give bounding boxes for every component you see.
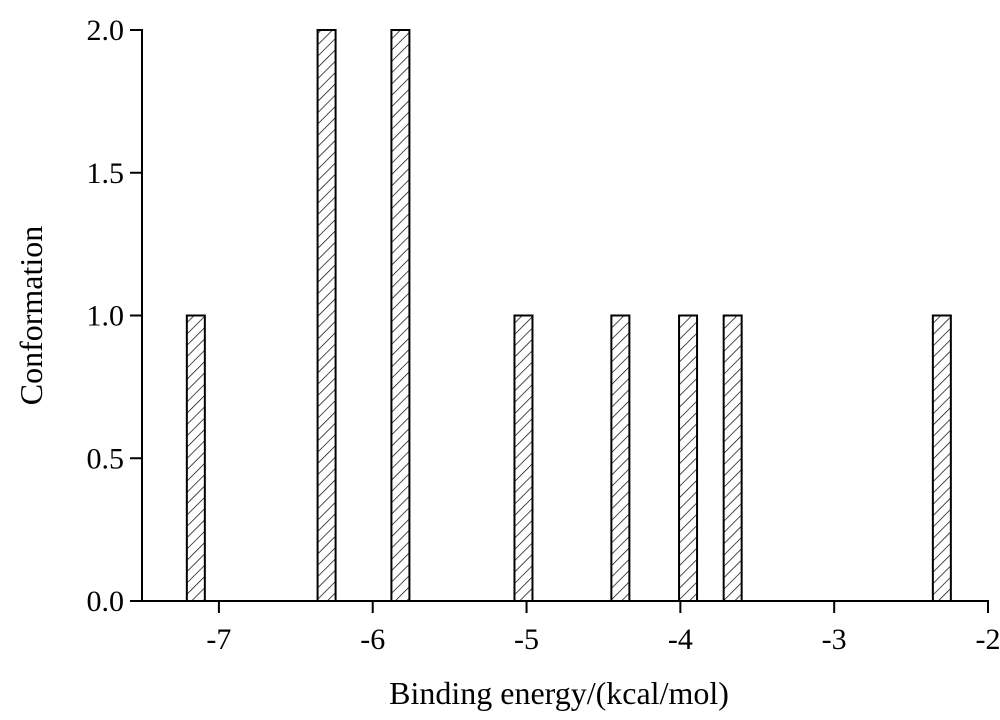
bar-4 [610,314,631,602]
y-tick-label-3: 1.5 [87,157,125,190]
y-tick-label-4: 2.0 [87,14,125,47]
bar-2 [390,29,411,602]
x-tick-label-1: -6 [360,623,385,656]
bar-6 [722,314,743,602]
bar-7 [931,314,952,602]
x-axis-label: Binding energy/(kcal/mol) [389,675,729,711]
y-tick-label-2: 1.0 [87,300,125,333]
x-ticks-group: -7 -6 -5 -4 -3 -2 [206,601,1000,656]
x-tick-label-0: -7 [206,623,231,656]
y-axis-label: Conformation [13,226,49,406]
x-tick-label-3: -4 [668,623,693,656]
x-tick-label-2: -5 [514,623,539,656]
y-tick-label-0: 0.0 [87,585,125,618]
bar-1 [316,29,337,602]
bar-3 [513,314,534,602]
y-ticks-group: 0.0 0.5 1.0 1.5 2.0 [87,14,142,618]
x-tick-label-5: -2 [976,623,1000,656]
bars-group [185,29,952,602]
x-tick-label-4: -3 [822,623,847,656]
bar-5 [678,314,699,602]
bar-0 [185,314,206,602]
y-tick-label-1: 0.5 [87,442,125,475]
